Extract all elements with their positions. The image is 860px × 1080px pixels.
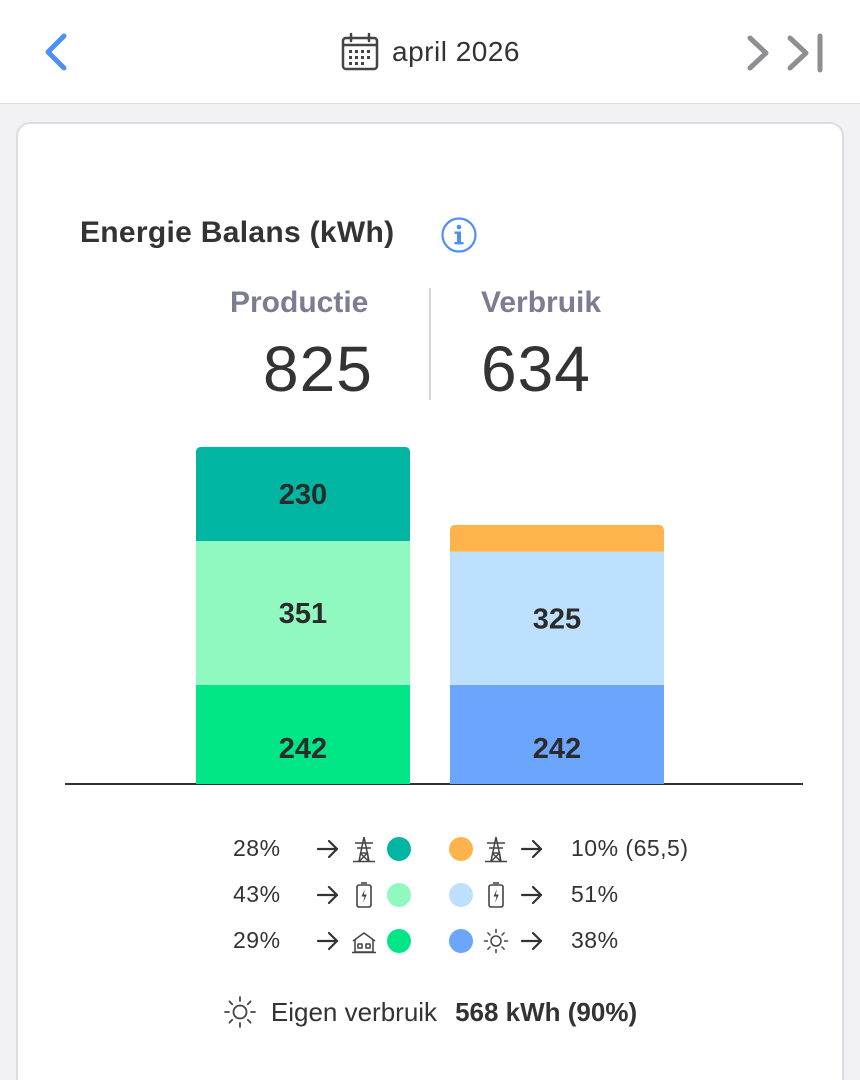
production-total: 825 (263, 333, 373, 405)
productie-bar (196, 446, 410, 784)
skip-to-last-icon[interactable] (784, 32, 828, 74)
arrow-right-icon (315, 928, 341, 954)
legend-color-dot (387, 837, 411, 861)
house-icon (351, 927, 377, 955)
energy-balance-card (16, 122, 844, 1080)
date-selector[interactable]: april 2026 (0, 26, 860, 78)
arrow-right-icon (519, 928, 545, 954)
top-bar: april 2026 (0, 0, 860, 104)
info-icon[interactable] (440, 216, 478, 254)
verbruik-segment-battery[interactable] (450, 551, 664, 685)
legend-color-dot (449, 837, 473, 861)
consumption-label: Verbruik (481, 286, 602, 319)
self-consumption-summary: Eigen verbruik 568 kWh (90%) (0, 992, 860, 1032)
legend-row: 28% 10% (65,5) (0, 832, 860, 868)
sun-icon (483, 927, 509, 955)
consumption-total: 634 (481, 333, 591, 405)
legend-production-percent: 43% (233, 881, 281, 907)
legend-row: 43% 51% (0, 878, 860, 914)
chevron-right-icon[interactable] (742, 32, 774, 74)
arrow-right-icon (519, 836, 545, 862)
self-consumption-label: Eigen verbruik (270, 996, 438, 1027)
legend-color-dot (387, 883, 411, 907)
production-label: Productie (230, 286, 369, 319)
legend-production-percent: 28% (233, 835, 281, 861)
verbruik-segment-grid-import[interactable] (450, 524, 664, 552)
data-label: 242 (533, 733, 581, 765)
legend-color-dot (449, 929, 473, 953)
battery-icon (351, 881, 377, 909)
chevron-left-icon[interactable] (38, 30, 74, 74)
productie-segment-grid-export[interactable] (196, 446, 410, 542)
arrow-right-icon (315, 836, 341, 862)
verbruik-bar (450, 524, 664, 784)
legend-consumption-percent: 10% (65,5) (571, 835, 689, 861)
data-label: 351 (279, 598, 327, 630)
productie-segment-self-use[interactable] (196, 684, 410, 784)
card-title: Energie Balans (kWh) (80, 216, 395, 249)
productie-segment-battery[interactable] (196, 541, 410, 685)
date-label: april 2026 (392, 36, 520, 67)
sun-icon (223, 996, 256, 1028)
verbruik-segment-self-use[interactable] (450, 684, 664, 784)
legend-row: 29% 38% (0, 924, 860, 960)
legend-production-percent: 29% (233, 927, 281, 953)
arrow-right-icon (519, 882, 545, 908)
data-label: 325 (533, 603, 581, 635)
legend-consumption-percent: 51% (571, 881, 619, 907)
summary-divider (429, 288, 431, 400)
arrow-right-icon (315, 882, 341, 908)
legend-consumption-percent: 38% (571, 927, 619, 953)
power-pylon-icon (483, 835, 509, 863)
legend-color-dot (449, 883, 473, 907)
self-consumption-value: 568 kWh (90%) (455, 996, 638, 1027)
calendar-icon (341, 32, 379, 71)
battery-icon (483, 881, 509, 909)
data-label: 230 (279, 479, 327, 511)
data-label: 242 (279, 733, 327, 765)
power-pylon-icon (351, 835, 377, 863)
legend-color-dot (387, 929, 411, 953)
